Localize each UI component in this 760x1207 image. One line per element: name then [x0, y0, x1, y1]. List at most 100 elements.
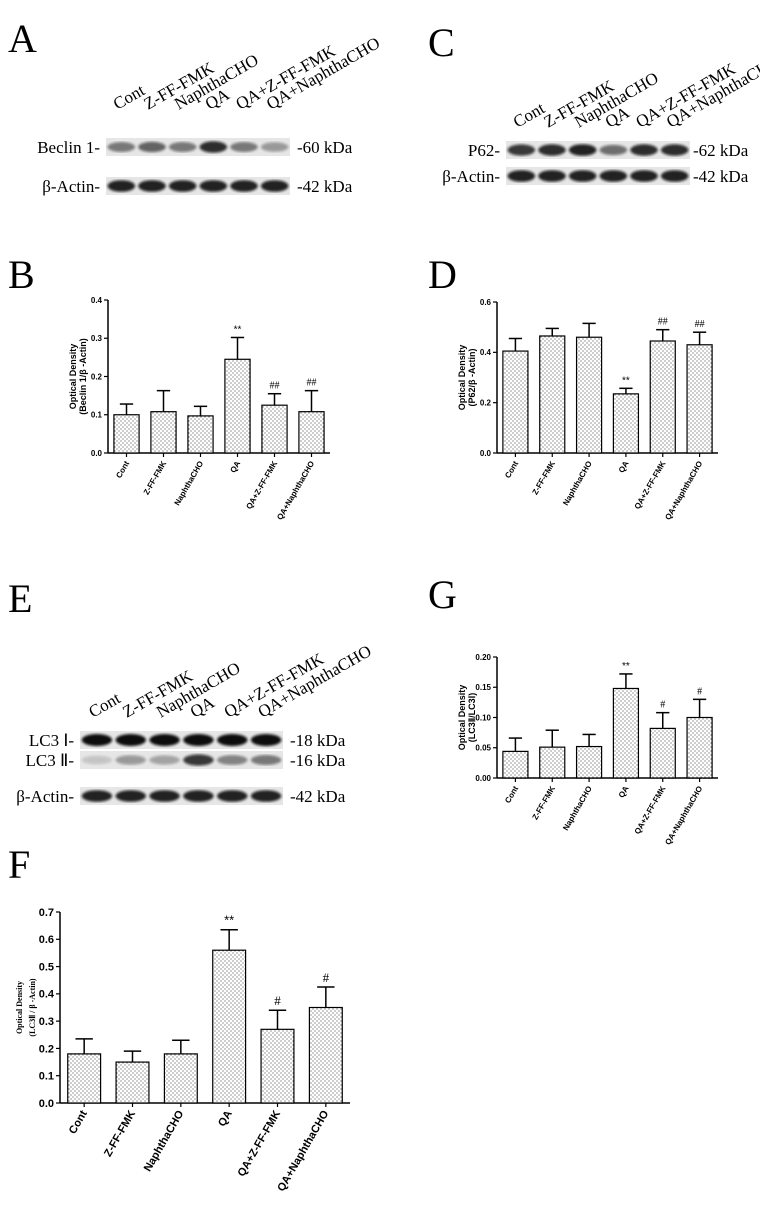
blot-band — [81, 790, 113, 802]
blot-band — [538, 144, 566, 156]
bar — [502, 350, 529, 454]
y-tick-label: 0.6 — [39, 934, 54, 946]
significance-label: # — [697, 686, 702, 697]
y-tick-label: 0.4 — [39, 989, 55, 1001]
blot-band — [183, 734, 214, 746]
blot-band — [599, 170, 628, 182]
chart: F 0.0 0.1 0.2 0.3 0.4 0.5 0.6 0.7 Optical Density… — [8, 842, 350, 1194]
blot-band — [599, 144, 628, 156]
blot-band — [260, 180, 289, 192]
blot-band — [568, 170, 597, 182]
x-tick-label: QA — [617, 784, 631, 799]
row-label: β-Actin- — [42, 177, 100, 196]
y-tick-label: 0.6 — [480, 298, 492, 307]
blot-band — [81, 755, 113, 765]
significance-label: ## — [307, 378, 317, 389]
blot-band — [199, 141, 228, 153]
chart: B 0.0 0.1 0.2 0.3 0.4 Optical Density (Beclin 1… — [8, 252, 330, 522]
x-tick-label: QA+Z-FF-FMK — [633, 459, 668, 510]
y-tick-label: 0.2 — [39, 1043, 54, 1055]
x-tick-label: Cont — [114, 459, 131, 480]
blot-band — [630, 170, 658, 182]
bar — [224, 358, 251, 454]
x-tick-label: QA — [216, 1108, 235, 1128]
chart: G 0.00 0.05 0.10 0.15 0.20 Optical Density (LC3… — [428, 572, 718, 847]
blot-band — [230, 142, 258, 152]
x-tick-label: Cont — [503, 784, 520, 805]
y-tick-label: 0.4 — [91, 296, 103, 305]
blot-band — [115, 734, 146, 746]
blot-band — [250, 755, 282, 765]
row-label: LC3 Ⅰ- — [29, 731, 74, 750]
bar — [575, 336, 603, 454]
panel-letter: A — [8, 16, 37, 61]
size-label: -60 kDa — [297, 138, 353, 157]
blot-band — [168, 142, 197, 152]
blot-band — [183, 754, 214, 766]
significance-label: # — [323, 970, 330, 985]
bar — [308, 1006, 343, 1104]
x-tick-label: Z-FF-FMK — [531, 459, 558, 496]
x-tick-label: QA+Z-FF-FMK — [244, 459, 279, 510]
y-tick-label: 0.05 — [475, 744, 491, 753]
blot-band — [138, 141, 166, 153]
x-tick-label: Cont — [503, 459, 520, 480]
blot-band — [149, 790, 180, 802]
x-tick-label: NaphthaCHO — [561, 460, 594, 508]
blot-band — [199, 180, 228, 192]
y-tick-label: 0.3 — [39, 1016, 54, 1028]
x-tick-label: NaphthaCHO — [561, 785, 594, 833]
panel-letter: G — [428, 572, 457, 617]
y-axis-label: (Beclin 1/β -Actin) — [78, 338, 88, 415]
blot-band — [183, 790, 214, 802]
y-axis-label: Optical Density — [68, 344, 78, 410]
x-tick-label: Z-FF-FMK — [142, 459, 169, 496]
blot-band — [217, 734, 248, 746]
row-label: Beclin 1- — [37, 138, 100, 157]
bar — [212, 949, 247, 1104]
panel-letter: F — [8, 842, 30, 887]
y-tick-label: 0.4 — [480, 348, 492, 357]
lane-label: Cont — [85, 688, 123, 721]
bar — [649, 727, 676, 779]
bar — [612, 687, 640, 779]
blot-band — [568, 144, 597, 156]
row-label: β-Actin- — [16, 787, 74, 806]
blot-band — [250, 734, 282, 746]
blot-band — [507, 170, 536, 182]
blot-band — [630, 144, 658, 156]
row-label: LC3 Ⅱ- — [25, 751, 74, 770]
x-tick-label: QA+Z-FF-FMK — [633, 784, 668, 835]
row-label: P62- — [468, 141, 500, 160]
row-label: β-Actin- — [442, 167, 500, 186]
panel-letter: D — [428, 252, 457, 297]
panel-letter: B — [8, 252, 35, 297]
x-tick-label: Z-FF-FMK — [102, 1108, 138, 1158]
blot-band — [260, 142, 289, 152]
chart: D 0.0 0.2 0.4 0.6 Optical Density (P62/β -Acti… — [428, 252, 718, 522]
y-tick-label: 0.10 — [475, 713, 491, 722]
significance-label: ** — [622, 375, 630, 386]
bar — [612, 393, 640, 454]
blot-band — [250, 790, 282, 802]
blot-band — [138, 180, 166, 192]
size-label: -18 kDa — [290, 731, 346, 750]
blot-band — [507, 144, 536, 156]
blot-band — [149, 734, 180, 746]
y-axis-label: (LC3Ⅱ / β -Actin) — [28, 978, 37, 1036]
x-tick-label: QA — [228, 459, 242, 474]
y-tick-label: 0.00 — [475, 774, 491, 783]
y-axis-label: (P62/β -Actin) — [467, 348, 477, 406]
bar — [539, 335, 566, 454]
size-label: -16 kDa — [290, 751, 346, 770]
bar — [649, 340, 676, 454]
blot-band — [660, 144, 689, 156]
significance-label: ** — [234, 324, 242, 335]
blot-band — [168, 180, 197, 192]
significance-label: ## — [658, 317, 668, 328]
blot-band — [107, 180, 136, 192]
bar — [113, 414, 140, 454]
blot-band — [107, 142, 136, 152]
x-tick-label: QA+Z-FF-FMK — [236, 1108, 284, 1178]
